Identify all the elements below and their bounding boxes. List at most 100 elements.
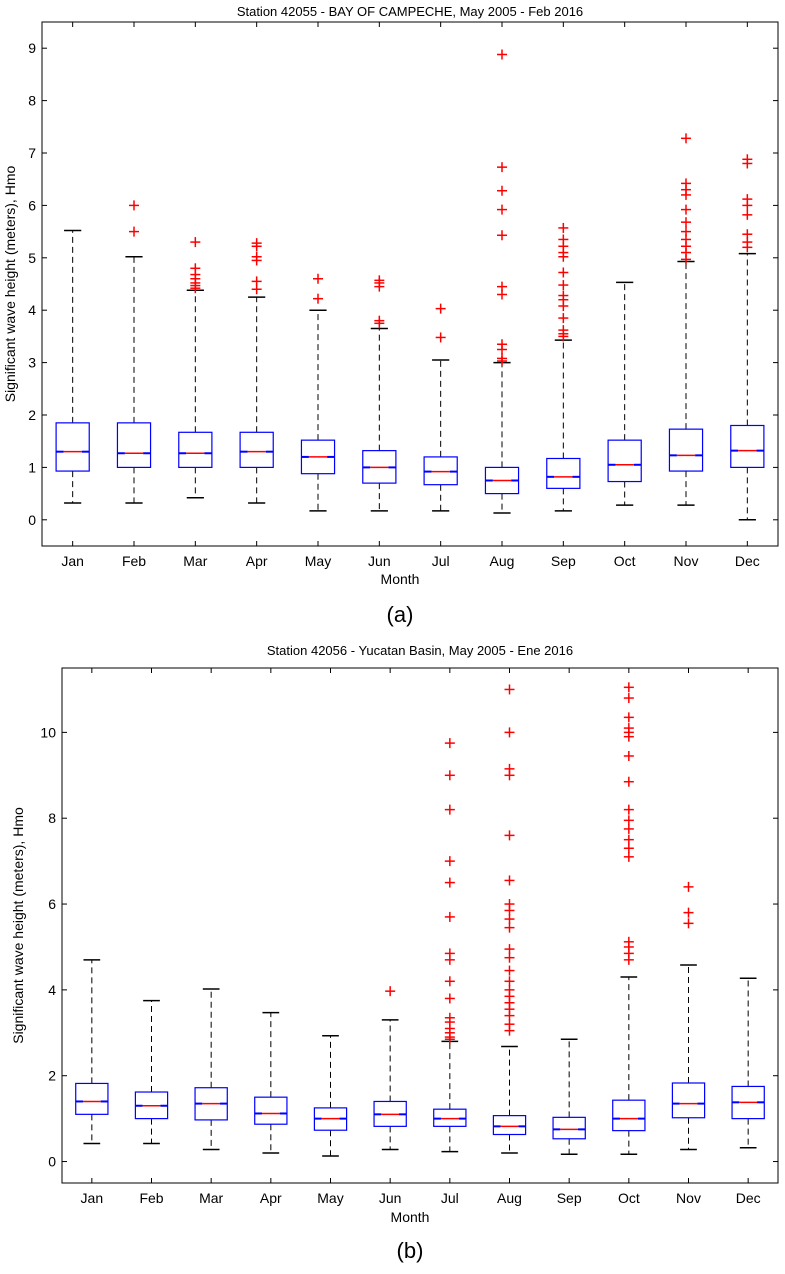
outlier-marker [497,339,507,350]
outlier-marker [251,238,262,249]
x-tick-label: Jul [432,553,450,569]
y-tick-label: 8 [28,93,36,109]
outlier-marker [623,823,634,834]
outlier-marker [444,993,455,1004]
x-tick-label: Mar [199,1190,223,1206]
outlier-marker [504,899,515,910]
iqr-box [178,431,213,468]
x-tick-label: Nov [674,553,699,569]
iqr-box [671,1082,706,1119]
box-jan: Jan [55,22,90,569]
iqr-box [612,1099,646,1132]
outlier-marker [504,727,515,738]
x-axis-label: Month [391,1209,430,1225]
outlier-marker [623,693,634,704]
outlier-marker [623,851,634,862]
y-axis-label: Significant wave height (meters), Hmo [2,166,18,403]
y-tick-label: 4 [48,982,56,998]
outlier-marker [504,922,515,933]
outlier-marker [558,290,569,301]
chart-b: Station 42056 - Yucatan Basin, May 2005 … [10,643,779,1263]
box-nov: Nov [671,668,706,1206]
box-dec: Dec [731,668,765,1206]
box-oct: Oct [607,22,642,569]
outlier-marker [623,776,634,787]
y-tick-label: 3 [28,355,36,371]
y-axis-label: Significant wave height (meters), Hmo [10,807,26,1044]
outlier-marker [623,682,634,693]
plot-frame [41,21,779,547]
outlier-marker [251,251,262,262]
outlier-marker [558,222,569,233]
x-tick-label: May [317,1190,343,1206]
chart-title: Station 42055 - BAY OF CAMPECHE, May 200… [237,4,583,19]
outlier-marker [504,976,515,987]
iqr-box [239,431,274,468]
x-tick-label: Nov [676,1190,701,1206]
y-tick-label: 9 [28,40,36,56]
outlier-marker [623,936,634,947]
outlier-marker [683,907,694,918]
outlier-marker [497,230,507,241]
box-nov: Nov [668,22,704,569]
outlier-marker [504,965,515,976]
outlier-marker [504,830,515,841]
box-dec: Dec [730,22,765,569]
outlier-marker [374,315,385,326]
box-mar: Mar [178,22,213,569]
box-mar: Mar [194,668,228,1206]
outlier-marker [497,204,507,215]
outlier-marker [444,738,455,749]
outlier-marker [251,276,262,287]
y-tick-label: 2 [28,407,36,423]
x-tick-label: Jan [61,553,84,569]
outlier-marker [623,723,634,734]
outlier-marker [623,712,634,723]
outlier-marker [504,914,515,925]
y-tick-label: 2 [48,1068,56,1084]
box-oct: Oct [612,668,646,1206]
outlier-marker [129,226,139,237]
y-tick-label: 4 [28,302,36,318]
outlier-marker [623,750,634,761]
box-aug: Aug [492,668,527,1206]
outlier-marker [504,875,515,886]
x-tick-label: Jun [379,1190,402,1206]
outlier-marker [504,1019,515,1030]
outlier-marker [742,194,753,205]
box-feb: Feb [116,22,152,569]
outlier-marker [190,237,201,248]
outlier-marker [497,353,507,364]
chart-a: Station 42055 - BAY OF CAMPECHE, May 200… [2,4,779,627]
x-tick-label: Dec [736,1190,761,1206]
box-may: May [300,22,336,569]
iqr-box [55,422,90,472]
outlier-marker [497,49,507,60]
y-tick-label: 6 [28,197,36,213]
box-jul: Jul [423,22,458,569]
x-tick-label: May [305,553,331,569]
outlier-marker [681,204,691,215]
iqr-box [552,1116,586,1140]
x-tick-label: Jan [81,1190,104,1206]
x-tick-label: Apr [260,1190,282,1206]
outlier-marker [374,275,385,286]
x-axis-label: Month [381,571,420,587]
outlier-marker [683,881,694,892]
outlier-marker [504,944,515,955]
x-tick-label: Jul [441,1190,459,1206]
outlier-marker [444,770,455,781]
box-apr: Apr [254,668,288,1206]
y-tick-label: 8 [48,810,56,826]
x-tick-label: Aug [497,1190,522,1206]
box-jul: Jul [433,668,467,1206]
outlier-marker [444,804,455,815]
box-sep: Sep [546,22,581,569]
outlier-marker [623,804,634,815]
x-tick-label: Mar [183,553,207,569]
outlier-marker [497,281,507,292]
box-sep: Sep [552,668,586,1206]
iqr-box [546,457,581,489]
